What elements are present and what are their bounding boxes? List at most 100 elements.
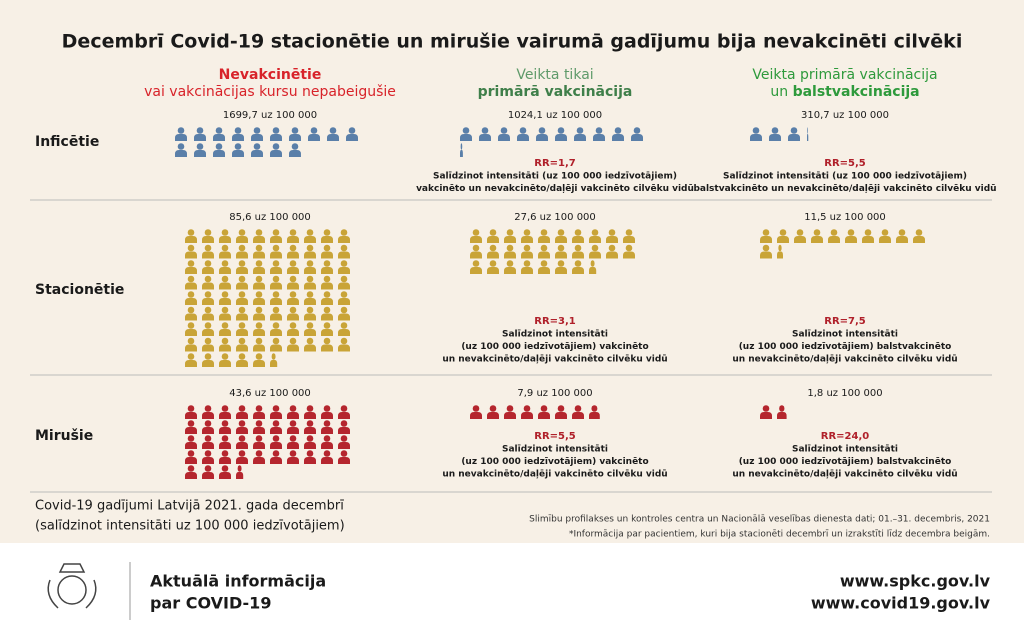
- person-icon: [760, 405, 772, 419]
- person-head: [489, 405, 497, 412]
- person-head: [340, 275, 348, 283]
- person-icon: [572, 260, 584, 274]
- person-icon: [185, 244, 197, 259]
- person-icon: [304, 244, 316, 259]
- person-body: [202, 442, 214, 449]
- person-icon: [338, 306, 350, 321]
- person-head: [196, 127, 204, 134]
- person-body: [750, 134, 762, 141]
- person-body: [287, 313, 299, 321]
- person-icon: [236, 322, 248, 336]
- value-label: 11,5 uz 100 000: [804, 212, 886, 223]
- rr-note: (uz 100 000 iedzīvotājiem) vakcinēto: [461, 457, 648, 467]
- person-head: [215, 143, 223, 150]
- person-body: [572, 236, 584, 243]
- person-icon: [202, 275, 214, 290]
- person-head: [272, 275, 280, 283]
- person-body: [219, 313, 231, 321]
- person-body: [589, 412, 600, 419]
- person-body: [185, 329, 197, 336]
- person-icon: [219, 420, 231, 434]
- relative-risk: RR=3,1: [534, 316, 576, 327]
- person-head: [289, 260, 297, 267]
- person-icon: [321, 229, 333, 243]
- person-icon: [338, 450, 350, 464]
- person-icon: [253, 337, 265, 352]
- person-body: [253, 236, 265, 243]
- person-icon: [321, 435, 333, 449]
- person-head: [557, 405, 565, 412]
- person-body: [270, 150, 282, 157]
- person-body: [504, 236, 516, 243]
- person-icon: [202, 353, 214, 367]
- person-head: [187, 260, 195, 267]
- person-head: [187, 322, 195, 329]
- person-head: [348, 127, 356, 134]
- person-icon: [304, 260, 316, 274]
- person-head: [779, 405, 785, 412]
- person-icon: [185, 465, 197, 479]
- person-body: [308, 134, 320, 141]
- person-head: [538, 127, 546, 134]
- person-head: [523, 244, 531, 252]
- person-icon: [175, 127, 187, 141]
- person-icon: [219, 405, 231, 419]
- person-icon: [572, 244, 584, 259]
- person-icon: [185, 322, 197, 336]
- person-body: [304, 427, 316, 434]
- person-body: [460, 150, 463, 157]
- person-head: [255, 450, 263, 457]
- person-body: [253, 267, 265, 274]
- person-head: [540, 405, 548, 412]
- link[interactable]: www.covid19.gov.lv: [811, 594, 991, 613]
- person-head: [221, 465, 229, 472]
- person-head: [289, 306, 297, 314]
- person-head: [289, 229, 297, 236]
- person-body: [213, 150, 225, 157]
- person-body: [270, 329, 282, 336]
- person-head: [830, 229, 838, 236]
- person-head: [329, 127, 337, 134]
- person-body: [213, 134, 225, 141]
- person-head: [340, 260, 348, 267]
- relative-risk: RR=24,0: [821, 431, 869, 442]
- person-body: [321, 427, 333, 434]
- person-icon: [253, 353, 265, 367]
- person-head: [255, 337, 263, 345]
- person-head: [238, 337, 246, 345]
- person-body: [287, 329, 299, 336]
- person-head: [340, 450, 348, 457]
- column-subtitle: primārā vakcinācija: [478, 84, 633, 100]
- person-head: [506, 244, 514, 252]
- person-head: [221, 244, 229, 252]
- person-head: [625, 244, 633, 252]
- person-head: [460, 143, 463, 150]
- person-icon: [555, 244, 567, 259]
- person-body: [287, 282, 299, 290]
- link[interactable]: www.spkc.gov.lv: [840, 572, 991, 591]
- column-title: Veikta tikai: [516, 67, 593, 83]
- person-body: [253, 251, 265, 259]
- person-icon: [219, 435, 231, 449]
- rr-note: (uz 100 000 iedzīvotājiem) balstvakcinēt…: [739, 457, 952, 467]
- person-icon: [470, 405, 482, 419]
- person-icon: [321, 244, 333, 259]
- person-head: [272, 420, 280, 427]
- person-head: [778, 244, 782, 252]
- relative-risk: RR=5,5: [824, 158, 866, 169]
- person-icon: [777, 244, 783, 259]
- person-body: [304, 442, 316, 449]
- person-body: [270, 251, 282, 259]
- person-icon: [202, 306, 214, 321]
- person-head: [557, 229, 565, 236]
- person-icon: [760, 229, 772, 243]
- person-body: [289, 134, 301, 141]
- person-icon: [253, 306, 265, 321]
- person-body: [253, 298, 265, 305]
- person-head: [523, 229, 531, 236]
- person-icon: [304, 229, 316, 243]
- person-head: [187, 420, 195, 427]
- person-icon: [270, 260, 282, 274]
- person-icon: [253, 244, 265, 259]
